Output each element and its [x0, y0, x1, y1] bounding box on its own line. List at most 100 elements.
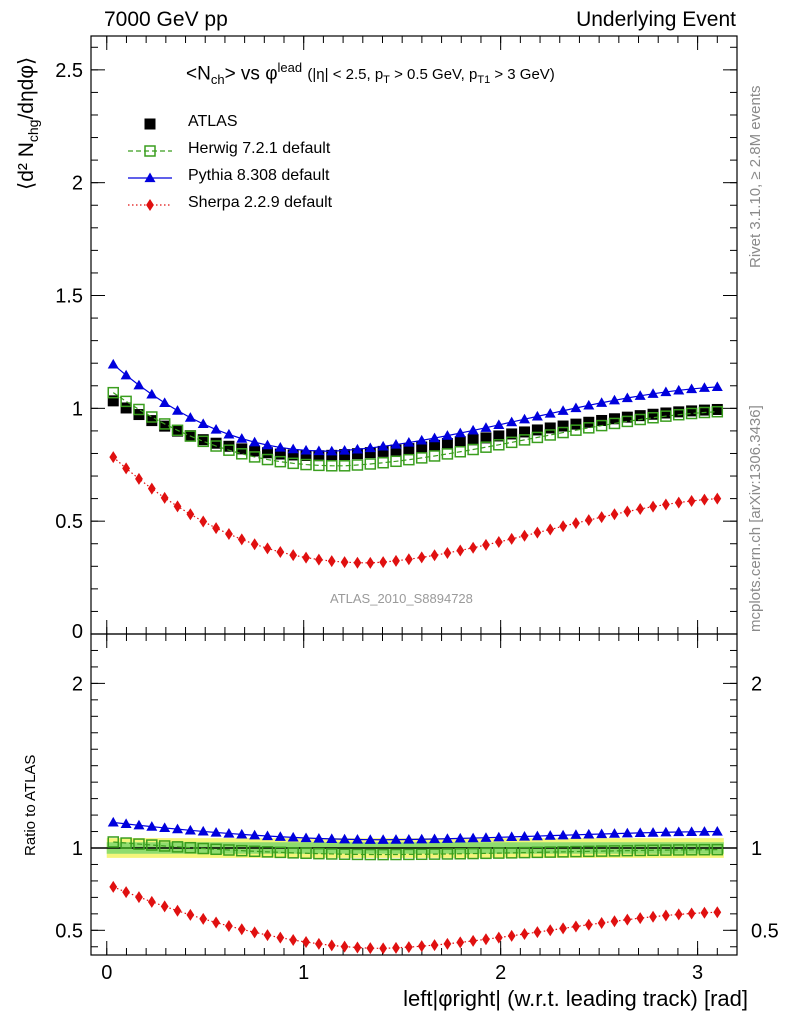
ratio-data-point	[660, 826, 672, 837]
data-point	[570, 402, 582, 413]
ratio-data-point	[184, 824, 196, 835]
ratio-data-point	[159, 822, 171, 833]
axes-frame: 0 1 2 3 0.5 1 1.5 2 2.5 0 0.5 0.5 1 1 2 2	[55, 35, 779, 984]
ratio-data-point	[505, 847, 518, 859]
data-point	[454, 436, 466, 448]
ratio-data-point	[711, 843, 724, 856]
data-point	[546, 523, 555, 536]
y-tick-label: 2	[72, 173, 83, 195]
ratio-data-point	[506, 831, 518, 842]
legend-marker	[144, 145, 156, 157]
ratio-data-point	[366, 942, 375, 955]
ratio-data-point	[570, 829, 582, 839]
data-point	[210, 440, 222, 452]
data-point	[377, 445, 389, 457]
data-point	[429, 432, 441, 443]
ratio-data-point	[649, 910, 657, 923]
data-point	[661, 498, 670, 511]
data-point	[456, 544, 465, 557]
data-point	[572, 517, 580, 530]
ratio-data-point	[621, 827, 633, 838]
data-point	[353, 556, 362, 569]
data-point	[441, 430, 453, 440]
data-point	[700, 493, 709, 506]
ratio-data-point	[122, 886, 131, 899]
data-point	[300, 450, 312, 462]
x-tick-label: 0	[101, 962, 112, 984]
data-point	[339, 444, 351, 455]
data-point	[482, 538, 490, 551]
data-point	[249, 436, 261, 447]
data-point	[520, 529, 529, 542]
data-point	[223, 428, 235, 439]
data-point	[120, 402, 132, 414]
data-point	[673, 406, 685, 418]
data-point	[364, 458, 377, 470]
ratio-data-point	[390, 848, 402, 861]
ratio-data-point	[610, 915, 619, 928]
ratio-data-point	[672, 844, 685, 856]
data-point	[107, 395, 119, 407]
data-point	[379, 556, 388, 569]
ratio-data-point	[133, 819, 145, 830]
ratio-data-point	[197, 825, 209, 836]
ratio-data-point	[248, 845, 261, 858]
data-point	[248, 451, 261, 463]
ratio-data-point	[261, 830, 273, 841]
ratio-data-point	[186, 908, 195, 921]
ratio-data-point	[287, 847, 299, 859]
ratio-data-point	[597, 916, 606, 929]
data-series	[107, 358, 724, 955]
data-point	[596, 397, 608, 407]
data-point	[351, 448, 363, 460]
data-point	[109, 451, 118, 464]
data-point	[698, 406, 711, 419]
series-3	[109, 451, 722, 955]
ratio-data-point	[713, 906, 722, 919]
data-point	[300, 444, 312, 455]
ratio-data-point	[326, 833, 338, 844]
data-point	[171, 424, 184, 437]
ratio-data-point	[172, 823, 184, 834]
ratio-data-point	[109, 880, 118, 893]
ratio-data-point	[160, 900, 169, 913]
ratio-data-point	[223, 827, 235, 838]
ratio-data-point	[199, 912, 208, 925]
ratio-data-point	[711, 826, 723, 836]
ratio-data-point	[647, 844, 659, 857]
ratio-data-point	[107, 816, 119, 827]
ratio-data-point	[210, 843, 222, 856]
data-point	[172, 405, 184, 415]
data-point	[289, 549, 298, 562]
ratio-data-point	[289, 933, 298, 946]
ratio-data-point	[249, 829, 261, 840]
series-0	[107, 395, 723, 462]
ratio-data-point	[300, 847, 312, 860]
data-point	[146, 415, 158, 427]
data-point	[467, 424, 479, 435]
ratio-data-point	[698, 826, 710, 836]
ratio-data-point	[493, 831, 505, 842]
data-point	[122, 462, 131, 475]
ratio-data-point	[456, 936, 465, 949]
x-tick-label: 1	[298, 962, 309, 984]
data-point	[636, 502, 645, 515]
ratio-data-point	[634, 827, 646, 838]
data-point	[493, 419, 505, 430]
data-point	[610, 508, 619, 521]
ratio-data-point	[546, 924, 555, 937]
data-point	[685, 407, 698, 420]
data-point	[287, 457, 299, 470]
y-tick-label: 1	[72, 398, 83, 420]
data-point	[197, 435, 209, 448]
data-point	[660, 410, 672, 422]
data-point	[505, 436, 518, 449]
ratio-data-point	[237, 923, 246, 936]
data-point	[467, 434, 479, 446]
ratio-data-point	[661, 909, 670, 922]
data-point	[186, 508, 195, 521]
ratio-data-point	[263, 929, 272, 942]
data-point	[441, 448, 454, 460]
ratio-data-point	[480, 847, 492, 860]
